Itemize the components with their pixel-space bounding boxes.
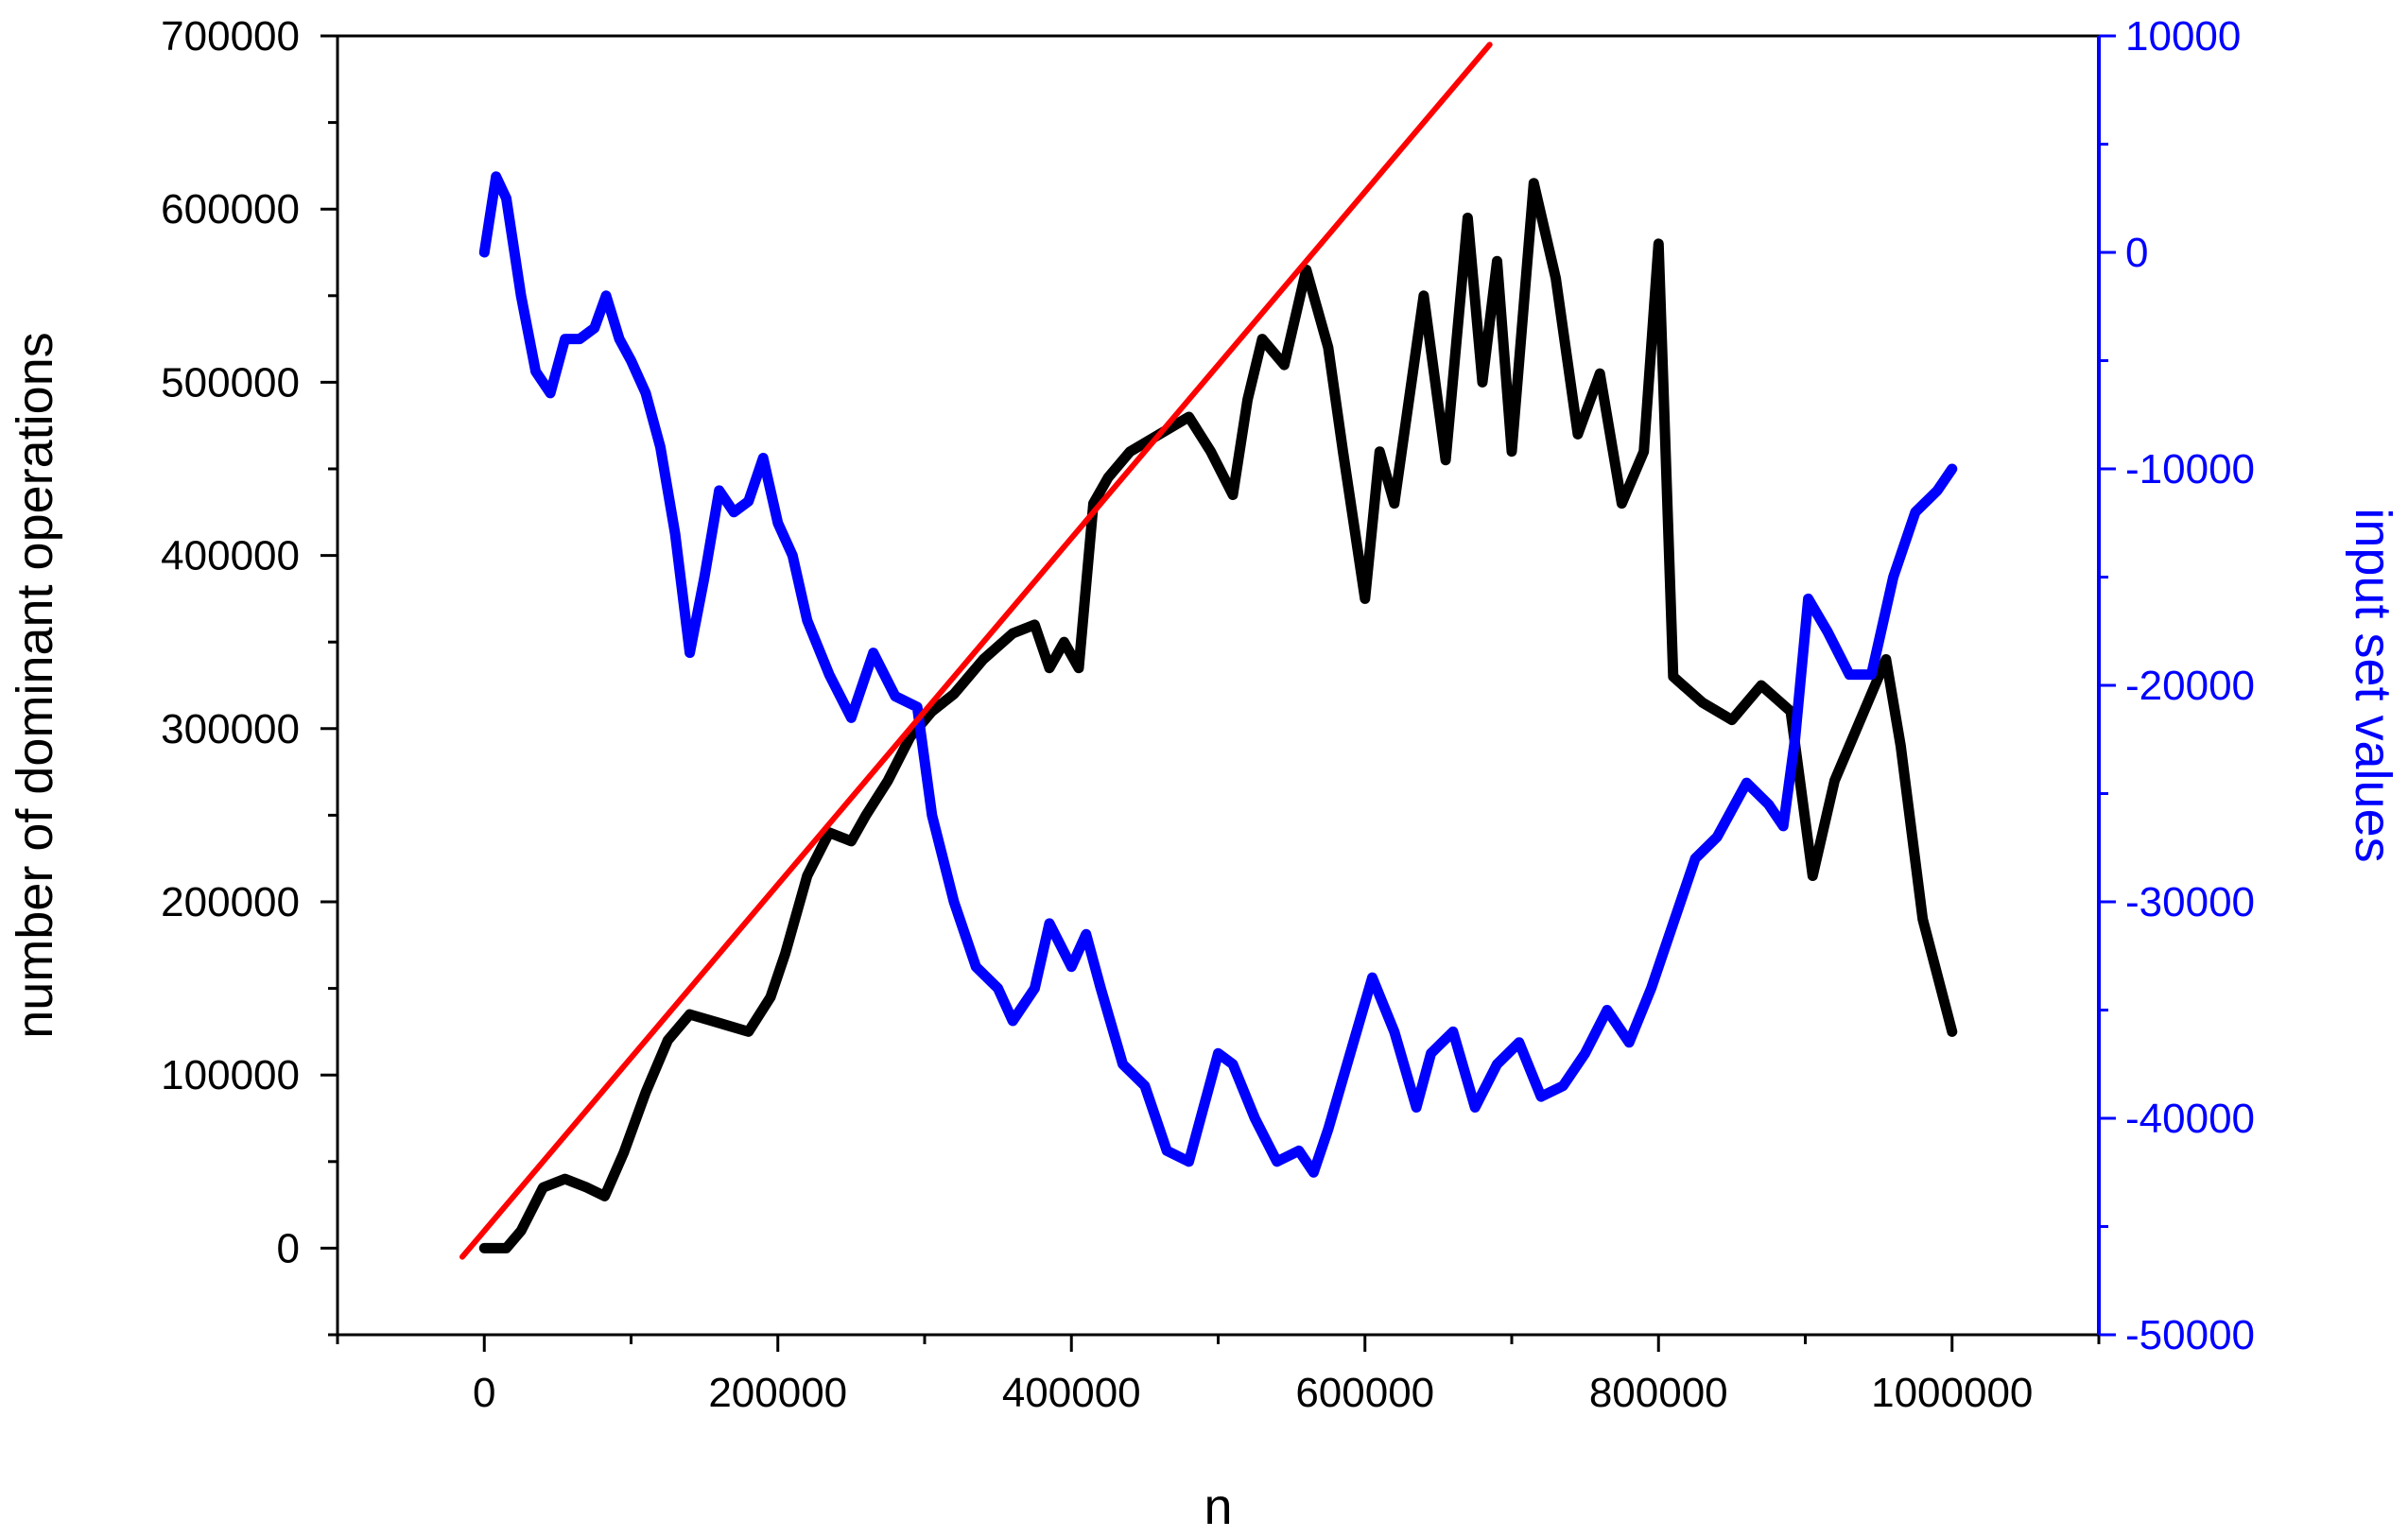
series-line-2 (478, 171, 1958, 1178)
x-axis-title: n (1204, 1478, 1232, 1535)
right-y-tick-label: 0 (2125, 230, 2148, 276)
x-tick-label: 800000 (1589, 1370, 1728, 1416)
left-y-tick-label: 500000 (161, 359, 300, 406)
x-tick-label: 0 (473, 1370, 495, 1416)
left-y-axis-title: number of dominant operations (7, 332, 63, 1038)
series-layer (459, 42, 1958, 1260)
left-y-tick-label: 200000 (161, 879, 300, 925)
ticks-layer: 0 200000 400000 600000 800000 100000001000002… (161, 13, 2255, 1416)
right-y-tick-label: 10000 (2125, 13, 2241, 60)
left-y-tick-label: 700000 (161, 13, 300, 60)
series-line-1 (478, 178, 1958, 1253)
x-tick-label: 200000 (708, 1370, 847, 1416)
right-y-tick-label: -20000 (2125, 663, 2255, 709)
left-y-tick-label: 300000 (161, 706, 300, 752)
left-y-tick-label: 100000 (161, 1052, 300, 1098)
left-y-tick-label: 400000 (161, 533, 300, 579)
right-y-tick-label: -10000 (2125, 446, 2255, 493)
right-y-tick-label: -30000 (2125, 879, 2255, 925)
x-tick-label: 600000 (1295, 1370, 1434, 1416)
right-y-tick-label: -40000 (2125, 1096, 2255, 1142)
right-y-tick-label: -50000 (2125, 1312, 2255, 1358)
series-line-3 (459, 42, 1493, 1260)
right-y-axis-title: input set values (2345, 508, 2401, 862)
x-tick-label: 1000000 (1871, 1370, 2033, 1416)
x-tick-label: 400000 (1002, 1370, 1141, 1416)
plot-frame (336, 34, 2101, 1337)
left-y-tick-label: 600000 (161, 186, 300, 233)
left-y-tick-label: 0 (277, 1225, 300, 1271)
